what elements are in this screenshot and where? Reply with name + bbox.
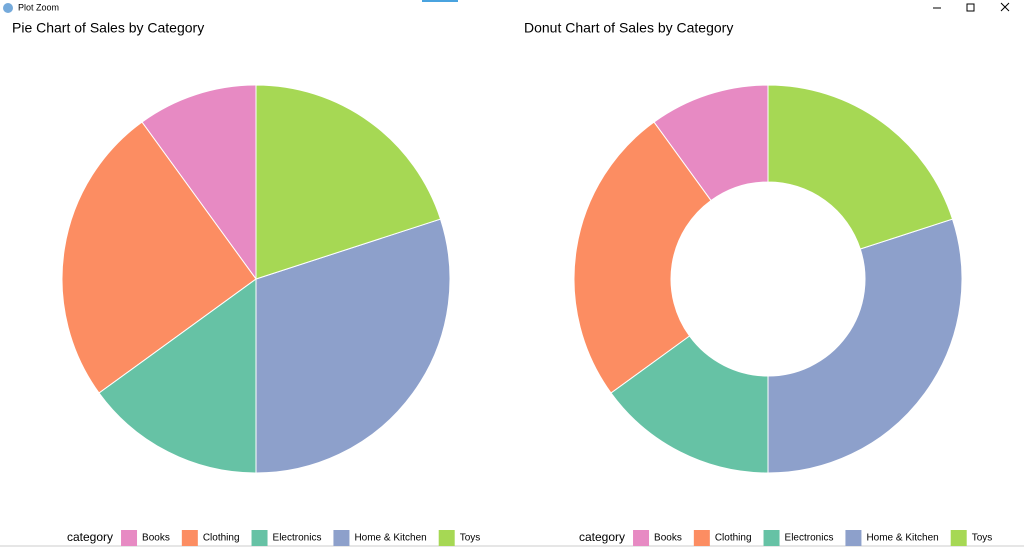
window-title: Plot Zoom xyxy=(18,2,59,12)
legend-label: Clothing xyxy=(715,533,752,544)
slice xyxy=(255,218,451,474)
legend-label: Home & Kitchen xyxy=(866,533,938,544)
legend-swatch xyxy=(181,530,198,546)
legend-swatch xyxy=(845,530,862,546)
legend-label: Toys xyxy=(460,533,481,544)
legend-title: category xyxy=(579,530,625,544)
slice xyxy=(767,218,963,474)
slice xyxy=(255,84,442,280)
close-button[interactable] xyxy=(1000,2,1010,12)
app-icon xyxy=(3,3,13,13)
legend-label: Books xyxy=(654,533,682,544)
legend-label: Clothing xyxy=(203,533,240,544)
legend-swatch xyxy=(333,530,350,546)
chart-title: Pie Chart of Sales by Category xyxy=(12,20,204,36)
legend-swatch xyxy=(950,530,967,546)
legend-swatch xyxy=(633,530,650,546)
slice xyxy=(61,121,257,394)
legend-label: Toys xyxy=(972,533,993,544)
slice xyxy=(98,278,257,474)
slice xyxy=(573,121,712,394)
tab-indicator xyxy=(422,0,458,2)
slice xyxy=(767,84,954,250)
legend-swatch xyxy=(693,530,710,546)
restore-button[interactable] xyxy=(966,3,975,12)
slice xyxy=(141,84,257,281)
legend-swatch xyxy=(763,530,780,546)
title-bar xyxy=(0,0,1024,16)
legend-title: category xyxy=(67,530,113,544)
legend-label: Electronics xyxy=(785,533,834,544)
legend-label: Books xyxy=(142,533,170,544)
legend-swatch xyxy=(251,530,268,546)
legend-swatch xyxy=(438,530,455,546)
legend-swatch xyxy=(121,530,138,546)
legend-label: Home & Kitchen xyxy=(354,533,426,544)
legend-label: Electronics xyxy=(273,533,322,544)
chart-title: Donut Chart of Sales by Category xyxy=(524,20,733,36)
